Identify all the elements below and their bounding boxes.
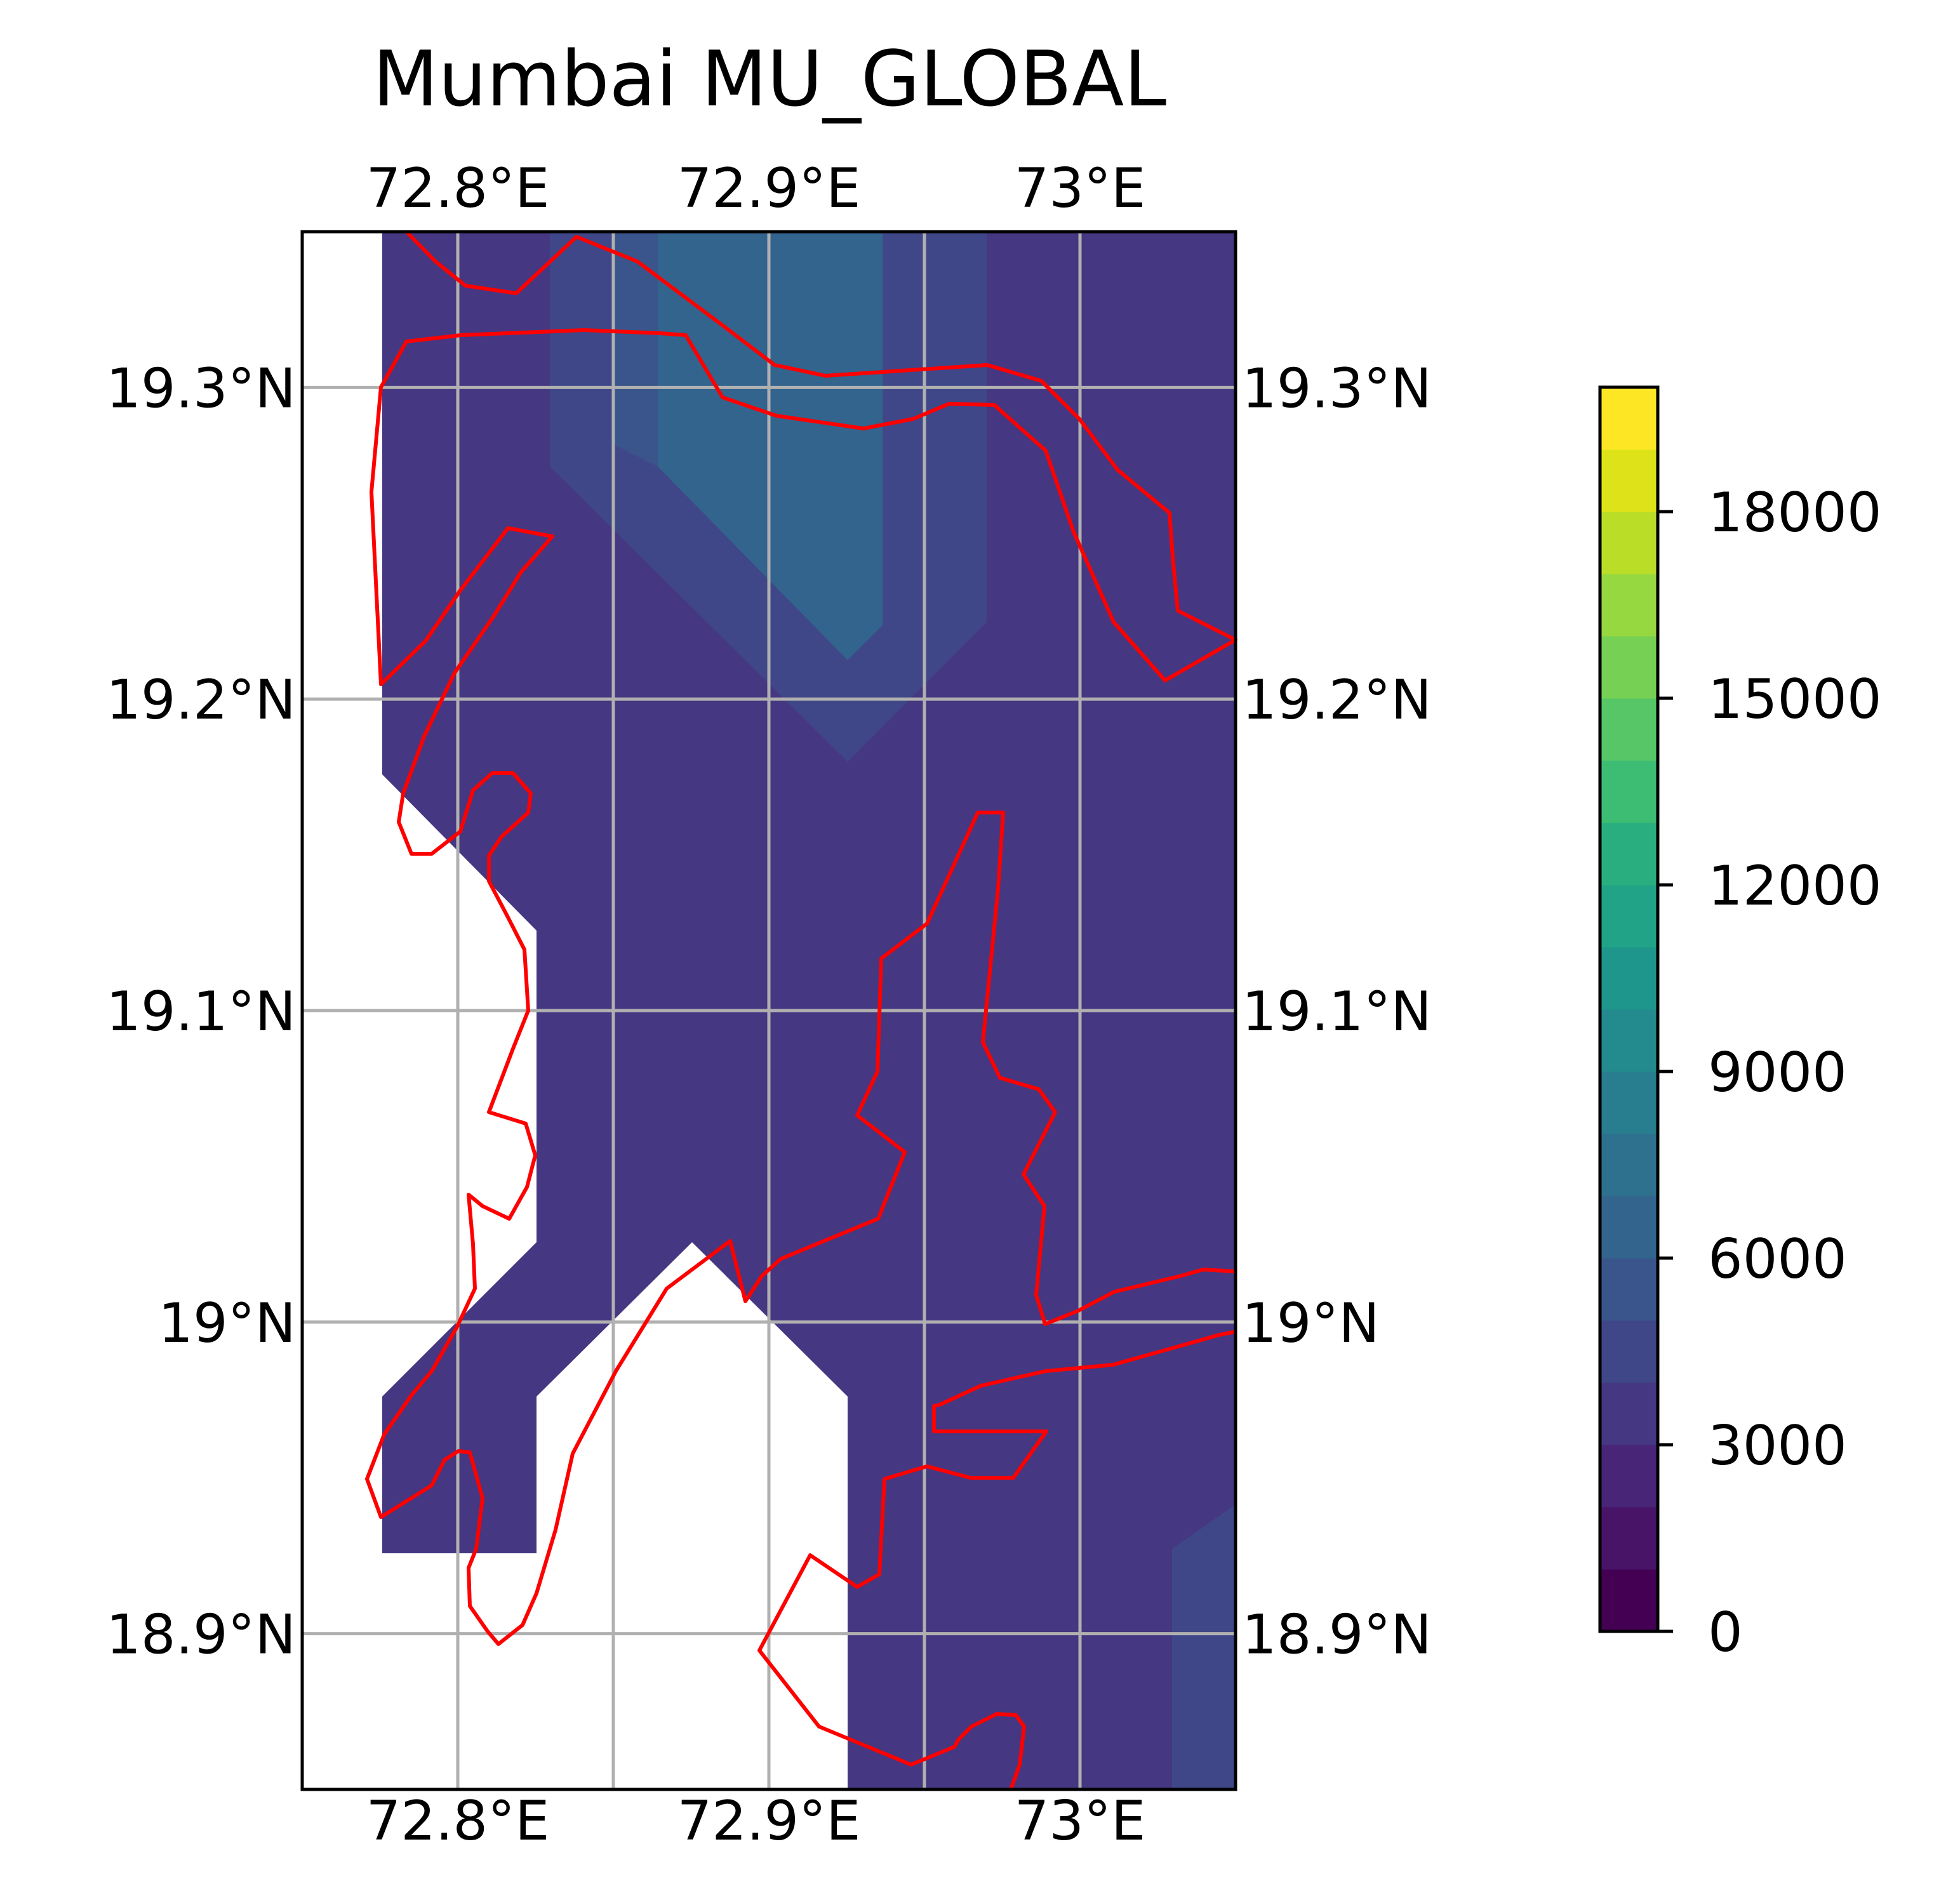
colorbar-swatch xyxy=(1600,947,1658,1010)
lon-label-top: 72.9°E xyxy=(677,157,861,220)
colorbar-frame xyxy=(1598,385,1660,1633)
colorbar-swatch xyxy=(1600,698,1658,761)
colorbar-swatch xyxy=(1600,1009,1658,1072)
colorbar-tick-label: 3000 xyxy=(1708,1414,1847,1478)
colorbar-tick-label: 18000 xyxy=(1708,481,1882,545)
lat-label-right: 19.2°N xyxy=(1242,668,1432,732)
coastline-segment xyxy=(365,230,1237,1646)
fill-region-southeast xyxy=(1172,1504,1236,1789)
colorbar-swatch xyxy=(1600,760,1658,823)
coastline xyxy=(365,230,1237,1791)
colorbar-swatch xyxy=(1600,1320,1658,1383)
lat-label-right: 19.1°N xyxy=(1242,980,1432,1044)
colorbar-swatch xyxy=(1600,574,1658,637)
lat-label-right: 19°N xyxy=(1242,1292,1380,1355)
colorbar-swatch xyxy=(1600,1134,1658,1197)
colorbar-swatch xyxy=(1600,823,1658,886)
colorbar-tick-label: 9000 xyxy=(1708,1041,1847,1105)
colorbar-swatch xyxy=(1600,1569,1658,1632)
lon-tick-labels: 72.8°E 72.8°E 72.9°E 72.9°E 73°E 73°E xyxy=(366,157,1146,1853)
lat-label-right: 19.3°N xyxy=(1242,357,1432,420)
map-panel xyxy=(300,230,1237,1791)
colorbar-swatch xyxy=(1600,1445,1658,1508)
colorbar-tick-label: 15000 xyxy=(1708,668,1882,731)
colorbar-tick-label: 12000 xyxy=(1708,854,1882,918)
colorbar-swatch xyxy=(1600,387,1658,450)
lat-label-right: 18.9°N xyxy=(1242,1603,1432,1667)
lat-label-left: 19°N xyxy=(158,1292,296,1355)
lon-label-top: 72.8°E xyxy=(366,157,550,220)
colorbar-ticks: 0 3000 6000 9000 12000 15000 18000 xyxy=(1658,481,1882,1664)
lat-label-left: 19.3°N xyxy=(106,357,296,420)
colorbar-swatch xyxy=(1600,512,1658,574)
lon-label-bottom: 72.8°E xyxy=(366,1789,550,1853)
colorbar-swatch xyxy=(1600,1258,1658,1321)
colorbar-swatch xyxy=(1600,885,1658,948)
colorbar-swatch xyxy=(1600,449,1658,512)
lon-label-bottom: 72.9°E xyxy=(677,1789,861,1853)
colorbar-tick-label: 6000 xyxy=(1708,1228,1847,1291)
colorbar-swatch xyxy=(1600,636,1658,699)
map-frame xyxy=(300,230,1237,1791)
lat-tick-labels: 19.3°N 19.3°N 19.2°N 19.2°N 19.1°N 19.1°N 19°N… xyxy=(106,357,1432,1666)
lon-label-top: 73°E xyxy=(1015,157,1146,220)
colorbar-swatch xyxy=(1600,1071,1658,1134)
lat-label-left: 18.9°N xyxy=(106,1603,296,1667)
colorbar-swatch xyxy=(1600,1507,1658,1570)
coastline-segment xyxy=(757,1330,1236,1791)
colorbar-swatch xyxy=(1600,1383,1658,1445)
lat-label-left: 19.2°N xyxy=(106,668,296,732)
colorbar: 0 3000 6000 9000 12000 15000 18000 xyxy=(1598,385,1882,1664)
colorbar-tick-label: 0 xyxy=(1708,1601,1743,1664)
colorbar-swatch xyxy=(1600,1196,1658,1259)
map-title: Mumbai MU_GLOBAL xyxy=(373,36,1166,124)
colorbar-swatches xyxy=(1600,387,1658,1632)
lon-label-bottom: 73°E xyxy=(1015,1789,1146,1853)
lat-label-left: 19.1°N xyxy=(106,980,296,1044)
